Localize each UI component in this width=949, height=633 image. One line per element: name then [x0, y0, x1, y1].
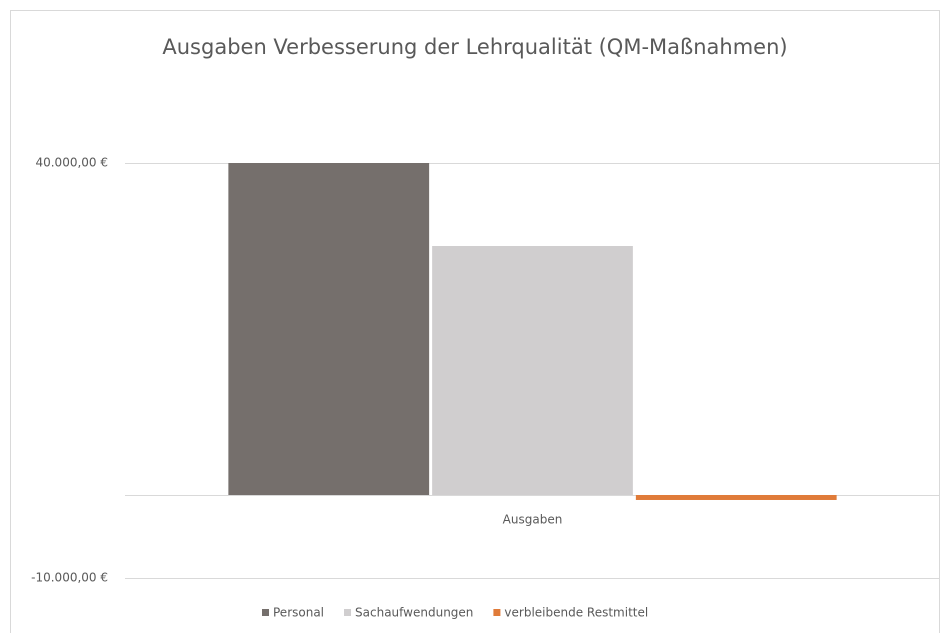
y-tick-label: -10.000,00 € [31, 571, 108, 585]
y-tick-label: 40.000,00 € [35, 156, 108, 170]
legend-label: Sachaufwendungen [355, 606, 473, 620]
legend-swatch [493, 609, 501, 616]
chart-title: Ausgaben Verbesserung der Lehrqualität (… [162, 35, 787, 59]
bar [432, 246, 633, 495]
x-tick-label: Ausgaben [503, 513, 563, 527]
bar [228, 163, 430, 495]
bar [635, 495, 837, 500]
legend-label: Personal [273, 606, 324, 620]
legend-swatch [262, 609, 269, 616]
legend-swatch [344, 609, 352, 616]
legend-label: verbleibende Restmittel [504, 606, 648, 620]
